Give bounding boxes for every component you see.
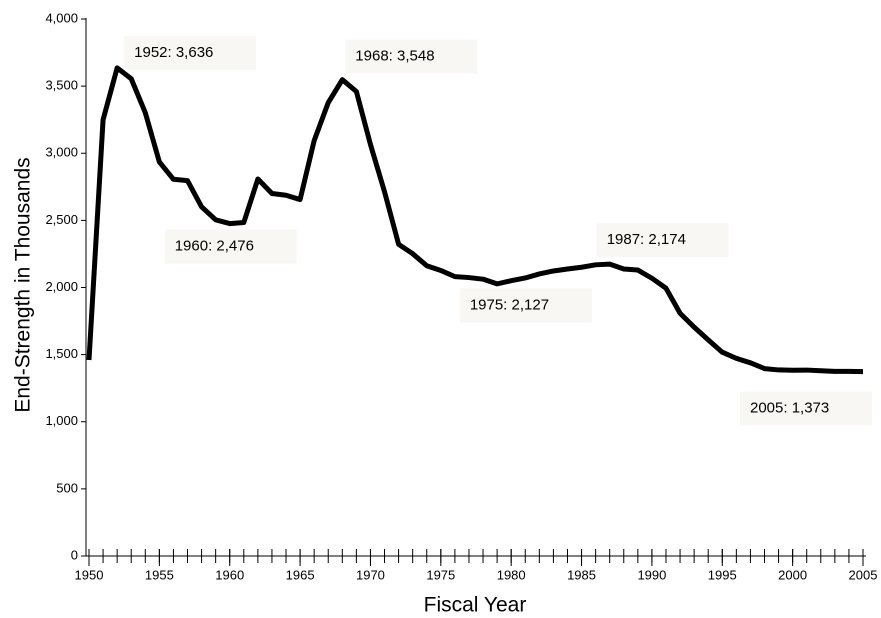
annotation: 1975: 2,127 <box>470 296 549 313</box>
y-tick-label: 1,500 <box>45 346 78 361</box>
annotation-box <box>345 39 478 74</box>
x-tick-label: 2000 <box>778 567 807 582</box>
annotation: 2005: 1,373 <box>750 400 829 417</box>
annotation: 1960: 2,476 <box>175 238 254 255</box>
y-tick-label: 2,000 <box>45 279 78 294</box>
x-axis-title: Fiscal Year <box>424 594 527 617</box>
x-tick-label: 1995 <box>708 567 737 582</box>
x-tick-label: 1990 <box>637 567 666 582</box>
annotation-box <box>124 35 257 70</box>
annotation: 1952: 3,636 <box>134 44 213 61</box>
annotation: 1987: 2,174 <box>607 231 686 248</box>
y-tick-label: 4,000 <box>45 10 78 25</box>
annotation-box <box>459 288 592 323</box>
y-tick-label: 1,000 <box>45 413 78 428</box>
x-tick-label: 1950 <box>75 567 104 582</box>
x-tick-label: 1965 <box>286 567 315 582</box>
annotation-box <box>596 223 729 258</box>
x-tick-label: 2005 <box>849 567 878 582</box>
x-tick-label: 1980 <box>497 567 526 582</box>
x-tick-label: 1975 <box>426 567 455 582</box>
x-tick-label: 1985 <box>567 567 596 582</box>
annotation-box <box>740 391 872 426</box>
x-tick-label: 1970 <box>356 567 385 582</box>
y-tick-label: 3,000 <box>45 145 78 160</box>
y-tick-label: 500 <box>56 480 78 495</box>
data-line <box>86 65 864 375</box>
x-tick-label: 1960 <box>215 567 244 582</box>
annotation-box <box>164 229 297 264</box>
annotation: 1968: 3,548 <box>355 48 434 65</box>
y-tick-label: 0 <box>71 547 78 562</box>
x-tick-label: 1955 <box>145 567 174 582</box>
y-tick-label: 2,500 <box>45 212 78 227</box>
y-tick-label: 3,500 <box>45 78 78 93</box>
y-axis-title: End-Strength in Thousands <box>12 157 35 412</box>
